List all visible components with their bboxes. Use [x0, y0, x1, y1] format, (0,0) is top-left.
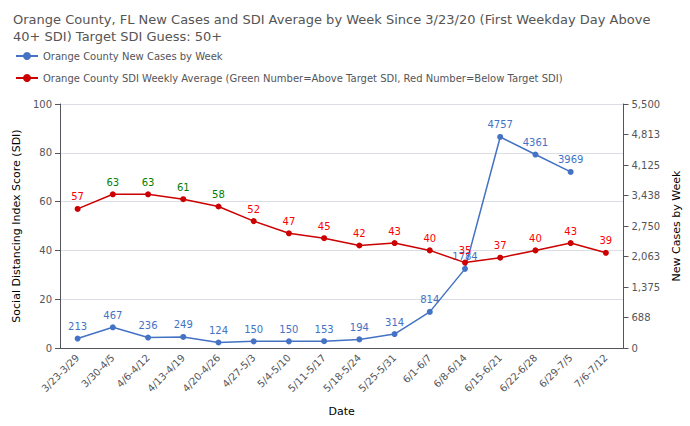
svg-text:150: 150: [244, 324, 263, 335]
svg-text:814: 814: [420, 294, 439, 305]
svg-text:43: 43: [564, 226, 577, 237]
svg-text:4361: 4361: [523, 137, 548, 148]
svg-text:Orange County, FL New Cases an: Orange County, FL New Cases and SDI Aver…: [13, 12, 650, 27]
svg-text:3/30-4/5: 3/30-4/5: [79, 352, 117, 390]
svg-text:42: 42: [353, 228, 366, 239]
svg-text:314: 314: [385, 317, 404, 328]
svg-text:5/18-5/24: 5/18-5/24: [321, 352, 364, 395]
svg-text:3969: 3969: [558, 154, 583, 165]
svg-text:43: 43: [388, 226, 401, 237]
svg-text:249: 249: [174, 319, 193, 330]
svg-text:4,813: 4,813: [631, 129, 660, 140]
svg-text:5,500: 5,500: [631, 99, 660, 110]
svg-text:Social Distancing Index Score: Social Distancing Index Score (SDI): [10, 129, 23, 322]
svg-text:153: 153: [315, 324, 334, 335]
svg-text:60: 60: [39, 196, 52, 207]
svg-text:4757: 4757: [487, 119, 512, 130]
svg-text:100: 100: [33, 99, 52, 110]
svg-text:New Cases by Week: New Cases by Week: [670, 170, 683, 281]
svg-text:4,125: 4,125: [631, 160, 660, 171]
svg-text:6/1-6/7: 6/1-6/7: [401, 352, 434, 385]
svg-text:63: 63: [142, 177, 155, 188]
svg-text:194: 194: [350, 322, 369, 333]
svg-text:63: 63: [106, 177, 119, 188]
svg-text:688: 688: [631, 312, 650, 323]
svg-text:2,063: 2,063: [631, 251, 660, 262]
svg-text:5/4-5/10: 5/4-5/10: [255, 352, 293, 390]
svg-text:Date: Date: [329, 405, 356, 418]
svg-text:58: 58: [212, 189, 225, 200]
svg-text:7/6-7/12: 7/6-7/12: [572, 352, 610, 390]
svg-text:4/27-5/3: 4/27-5/3: [220, 352, 258, 390]
svg-text:4/6-4/12: 4/6-4/12: [114, 352, 152, 390]
svg-text:57: 57: [71, 191, 84, 202]
svg-text:37: 37: [494, 240, 507, 251]
svg-text:124: 124: [209, 325, 228, 336]
svg-text:80: 80: [39, 147, 52, 158]
svg-text:40: 40: [39, 245, 52, 256]
svg-text:20: 20: [39, 294, 52, 305]
svg-text:213: 213: [68, 321, 87, 332]
svg-text:236: 236: [138, 320, 157, 331]
svg-text:40: 40: [423, 233, 436, 244]
svg-text:40: 40: [529, 233, 542, 244]
svg-text:40+ SDI) Target SDI Guess: 50+: 40+ SDI) Target SDI Guess: 50+: [13, 29, 222, 44]
svg-text:35: 35: [459, 245, 472, 256]
svg-text:45: 45: [318, 221, 331, 232]
svg-text:4/13-4/19: 4/13-4/19: [145, 352, 188, 395]
svg-text:0: 0: [631, 343, 637, 354]
svg-text:6/8-6/14: 6/8-6/14: [431, 352, 469, 390]
svg-text:6/15-6/21: 6/15-6/21: [462, 352, 505, 395]
svg-text:6/29-7/5: 6/29-7/5: [537, 352, 575, 390]
svg-text:5/11-5/17: 5/11-5/17: [286, 352, 328, 395]
svg-text:1,375: 1,375: [631, 282, 660, 293]
svg-text:Orange County SDI Weekly Avera: Orange County SDI Weekly Average (Green …: [43, 73, 563, 84]
svg-text:39: 39: [599, 235, 612, 246]
svg-text:1784: 1784: [452, 251, 478, 263]
svg-text:47: 47: [283, 216, 296, 227]
svg-text:3/23-3/29: 3/23-3/29: [39, 352, 81, 394]
svg-text:Orange County New Cases by Wee: Orange County New Cases by Week: [43, 51, 223, 62]
svg-text:5/25-5/31: 5/25-5/31: [356, 352, 398, 394]
svg-text:52: 52: [247, 204, 260, 215]
svg-text:467: 467: [103, 310, 122, 321]
svg-text:61: 61: [177, 182, 190, 193]
svg-text:0: 0: [46, 343, 52, 354]
svg-text:4/20-4/26: 4/20-4/26: [180, 352, 222, 394]
svg-text:2,750: 2,750: [631, 221, 660, 232]
svg-text:3,438: 3,438: [631, 190, 660, 201]
svg-text:150: 150: [279, 324, 298, 335]
svg-text:6/22-6/28: 6/22-6/28: [497, 352, 539, 394]
